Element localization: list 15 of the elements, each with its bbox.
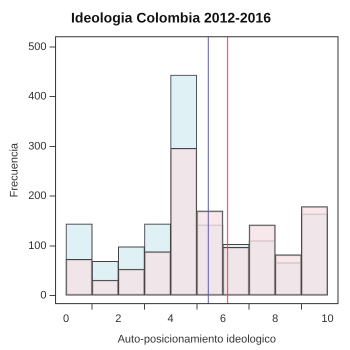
chart-title: Ideologia Colombia 2012-2016	[71, 9, 272, 26]
x-axis-title: Auto-posicionamiento ideologico	[118, 333, 276, 346]
x-tick-label: 0	[62, 313, 70, 326]
x-tick-label: 10	[321, 313, 334, 326]
y-axis-title: Frecuencia	[8, 142, 21, 198]
x-tick-label: 2	[115, 313, 122, 326]
y-tick-label: 0	[40, 290, 47, 302]
x-tick-label: 6	[220, 313, 226, 326]
y-tick-label: 100	[28, 240, 47, 252]
y-tick-label: 400	[28, 90, 47, 103]
y-tick-label: 200	[28, 190, 47, 202]
x-tick-label: 4	[168, 313, 174, 326]
y-tick-label: 300	[28, 140, 47, 152]
y-tick-label: 500	[28, 40, 47, 53]
x-tick-label: 8	[272, 313, 278, 326]
